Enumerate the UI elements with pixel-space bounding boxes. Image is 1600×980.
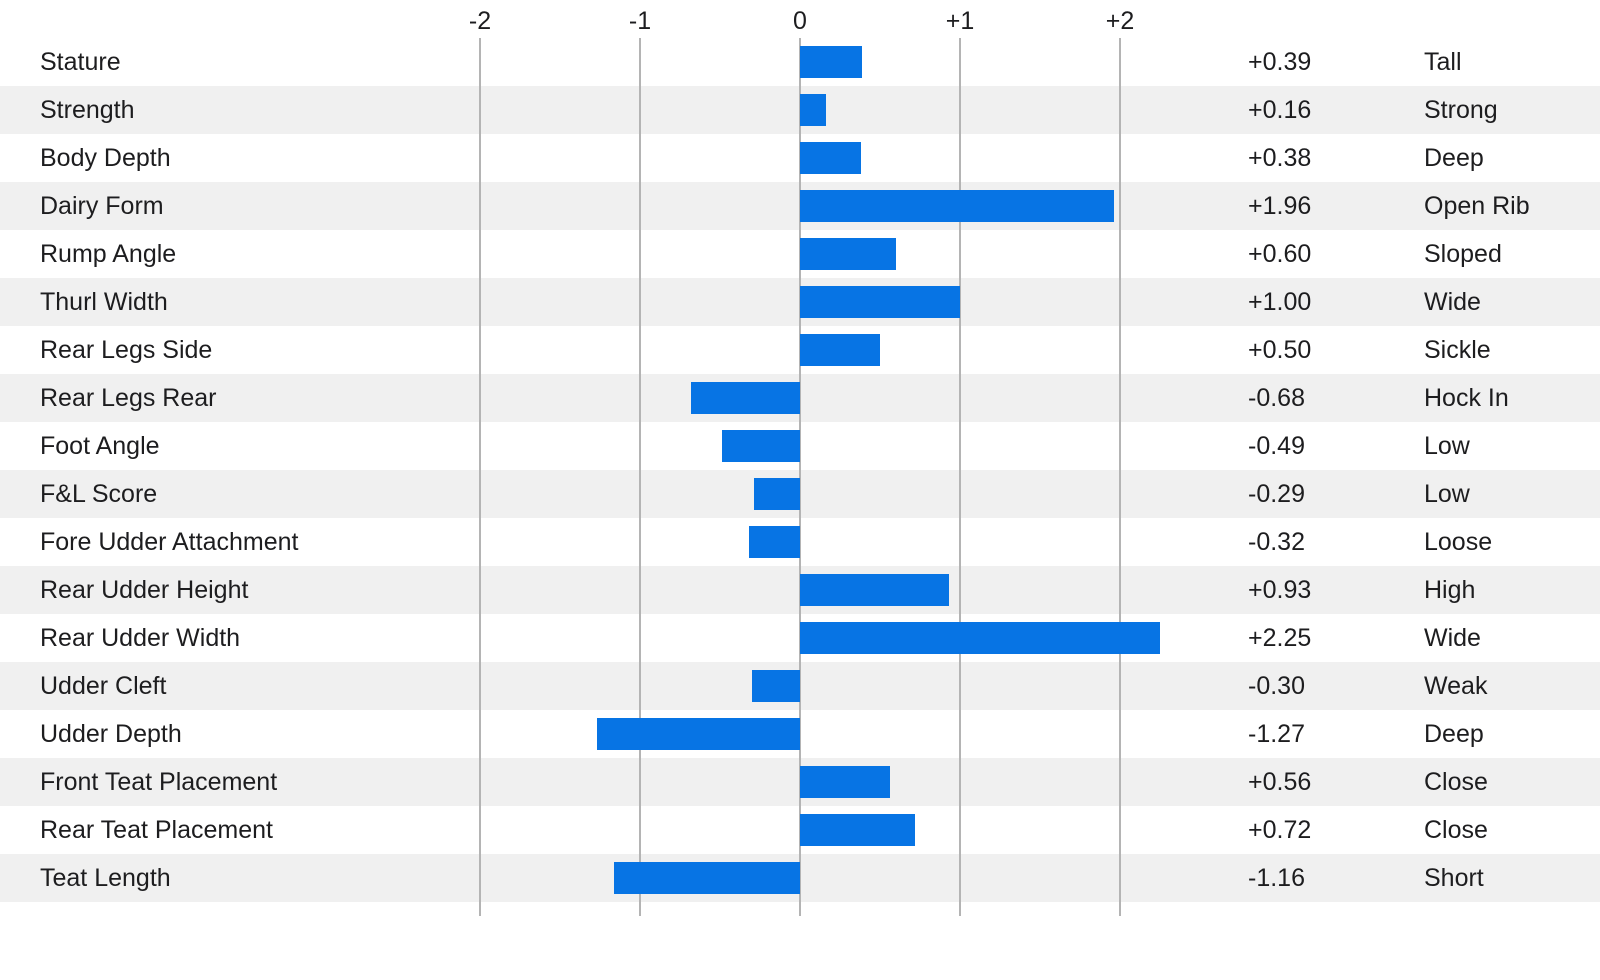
gridline <box>1119 38 1121 916</box>
descriptor-label: Hock In <box>1424 384 1509 412</box>
sta-bar <box>721 430 800 462</box>
sta-bar <box>691 382 800 414</box>
descriptor-label: Sloped <box>1424 240 1502 268</box>
trait-label: Rear Udder Height <box>40 576 249 604</box>
sta-bar <box>800 574 949 606</box>
axis-tick-label: +1 <box>945 7 975 35</box>
chart-row: Body Depth +0.38 Deep <box>0 134 1600 182</box>
sta-bar <box>800 286 960 318</box>
sta-value-label: +0.38 <box>1248 144 1312 172</box>
sta-bar <box>800 814 916 846</box>
axis-tick-label: -2 <box>468 7 492 35</box>
gridline <box>479 38 481 916</box>
sta-bar <box>748 526 800 558</box>
trait-label: Foot Angle <box>40 432 160 460</box>
sta-value-label: -0.49 <box>1248 432 1305 460</box>
chart-row: Rear Legs Side +0.50 Sickle <box>0 326 1600 374</box>
trait-label: Rear Legs Rear <box>40 384 217 412</box>
sta-bar <box>800 190 1114 222</box>
sta-bar <box>614 862 800 894</box>
sta-value-label: -1.16 <box>1248 864 1305 892</box>
gridline <box>799 38 801 916</box>
trait-label: Udder Cleft <box>40 672 167 700</box>
chart-row: Foot Angle -0.49 Low <box>0 422 1600 470</box>
trait-label: Fore Udder Attachment <box>40 528 299 556</box>
sta-value-label: +2.25 <box>1248 624 1312 652</box>
trait-label: Body Depth <box>40 144 171 172</box>
descriptor-label: Tall <box>1424 48 1462 76</box>
descriptor-label: Deep <box>1424 144 1484 172</box>
sta-value-label: +0.72 <box>1248 816 1312 844</box>
sta-bar <box>800 94 826 126</box>
sta-bar <box>800 766 890 798</box>
trait-label: Rear Udder Width <box>40 624 241 652</box>
trait-label: Udder Depth <box>40 720 182 748</box>
descriptor-label: Loose <box>1424 528 1493 556</box>
trait-label: Dairy Form <box>40 192 164 220</box>
sta-bar <box>596 718 800 750</box>
sta-bar <box>800 142 861 174</box>
trait-label: Front Teat Placement <box>40 768 278 796</box>
descriptor-label: Strong <box>1424 96 1498 124</box>
trait-label: Strength <box>40 96 135 124</box>
chart-row: Rear Udder Width +2.25 Wide <box>0 614 1600 662</box>
sta-bar <box>800 622 1160 654</box>
gridline <box>959 38 961 916</box>
sta-value-label: +0.16 <box>1248 96 1312 124</box>
sta-bar <box>753 478 800 510</box>
sta-bar <box>752 670 800 702</box>
trait-label: Rear Legs Side <box>40 336 213 364</box>
trait-label: F&L Score <box>40 480 158 508</box>
sta-value-label: +0.56 <box>1248 768 1312 796</box>
sta-value-label: +0.50 <box>1248 336 1312 364</box>
axis-tick-label: +2 <box>1105 7 1135 35</box>
trait-label: Rump Angle <box>40 240 177 268</box>
descriptor-label: Low <box>1424 480 1470 508</box>
sta-value-label: -0.68 <box>1248 384 1305 412</box>
descriptor-label: Wide <box>1424 624 1481 652</box>
descriptor-label: Open Rib <box>1424 192 1530 220</box>
sta-value-label: +0.93 <box>1248 576 1312 604</box>
sta-bar <box>800 334 880 366</box>
chart-row: Rear Teat Placement +0.72 Close <box>0 806 1600 854</box>
chart-row: Front Teat Placement +0.56 Close <box>0 758 1600 806</box>
sta-bar <box>800 46 863 78</box>
gridline <box>639 38 641 916</box>
sta-value-label: +0.60 <box>1248 240 1312 268</box>
descriptor-label: Close <box>1424 816 1488 844</box>
chart-row: Fore Udder Attachment -0.32 Loose <box>0 518 1600 566</box>
chart-row: Thurl Width +1.00 Wide <box>0 278 1600 326</box>
descriptor-label: Short <box>1424 864 1484 892</box>
chart-row: Udder Depth -1.27 Deep <box>0 710 1600 758</box>
descriptor-label: High <box>1424 576 1476 604</box>
sta-value-label: -1.27 <box>1248 720 1305 748</box>
sta-value-label: +1.00 <box>1248 288 1312 316</box>
descriptor-label: Deep <box>1424 720 1484 748</box>
sta-value-label: +1.96 <box>1248 192 1312 220</box>
descriptor-label: Wide <box>1424 288 1481 316</box>
axis-tick-label: 0 <box>793 7 807 35</box>
trait-label: Thurl Width <box>40 288 168 316</box>
axis-tick-label: -1 <box>628 7 652 35</box>
sta-value-label: -0.32 <box>1248 528 1305 556</box>
sta-value-label: -0.30 <box>1248 672 1305 700</box>
chart-row: Stature +0.39 Tall <box>0 38 1600 86</box>
trait-label: Stature <box>40 48 121 76</box>
sta-bar <box>800 238 896 270</box>
trait-label: Teat Length <box>40 864 171 892</box>
descriptor-label: Low <box>1424 432 1470 460</box>
descriptor-label: Sickle <box>1424 336 1491 364</box>
descriptor-label: Weak <box>1424 672 1488 700</box>
trait-label: Rear Teat Placement <box>40 816 273 844</box>
sta-value-label: -0.29 <box>1248 480 1305 508</box>
chart-row: Rump Angle +0.60 Sloped <box>0 230 1600 278</box>
descriptor-label: Close <box>1424 768 1488 796</box>
sta-value-label: +0.39 <box>1248 48 1312 76</box>
